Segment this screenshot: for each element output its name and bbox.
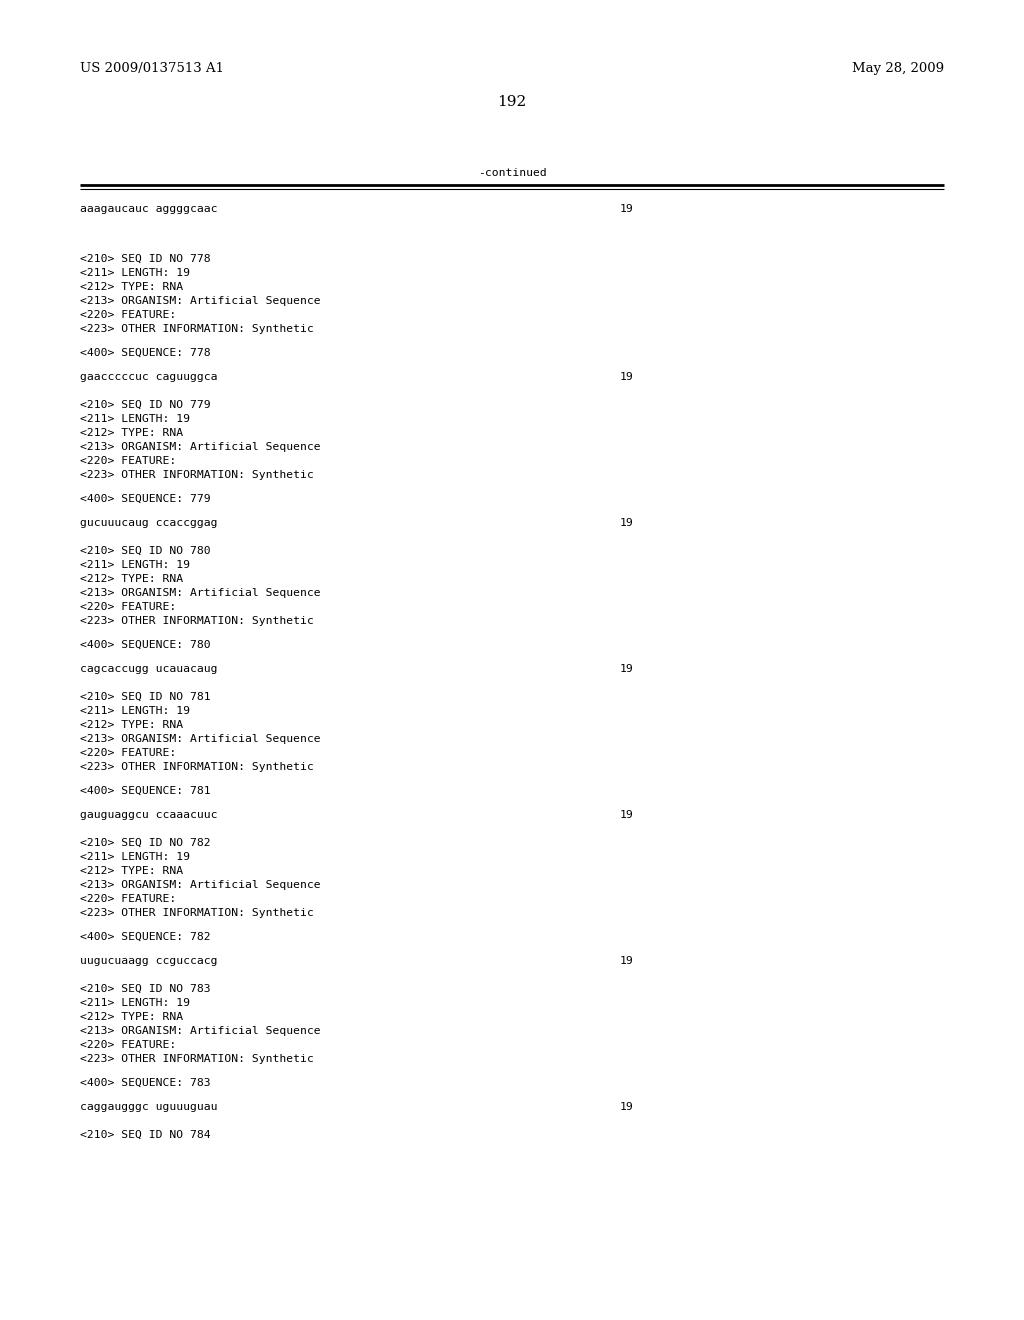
Text: aaagaucauc aggggcaac: aaagaucauc aggggcaac <box>80 205 217 214</box>
Text: US 2009/0137513 A1: US 2009/0137513 A1 <box>80 62 224 75</box>
Text: <400> SEQUENCE: 780: <400> SEQUENCE: 780 <box>80 640 211 649</box>
Text: gaacccccuc caguuggca: gaacccccuc caguuggca <box>80 372 217 381</box>
Text: <210> SEQ ID NO 784: <210> SEQ ID NO 784 <box>80 1130 211 1140</box>
Text: <223> OTHER INFORMATION: Synthetic: <223> OTHER INFORMATION: Synthetic <box>80 323 313 334</box>
Text: <210> SEQ ID NO 781: <210> SEQ ID NO 781 <box>80 692 211 702</box>
Text: <210> SEQ ID NO 780: <210> SEQ ID NO 780 <box>80 546 211 556</box>
Text: cagcaccugg ucauacaug: cagcaccugg ucauacaug <box>80 664 217 675</box>
Text: <213> ORGANISM: Artificial Sequence: <213> ORGANISM: Artificial Sequence <box>80 587 321 598</box>
Text: 192: 192 <box>498 95 526 110</box>
Text: <212> TYPE: RNA: <212> TYPE: RNA <box>80 428 183 438</box>
Text: <400> SEQUENCE: 781: <400> SEQUENCE: 781 <box>80 785 211 796</box>
Text: <220> FEATURE:: <220> FEATURE: <box>80 894 176 904</box>
Text: gauguaggcu ccaaacuuc: gauguaggcu ccaaacuuc <box>80 810 217 820</box>
Text: 19: 19 <box>620 956 634 966</box>
Text: <400> SEQUENCE: 778: <400> SEQUENCE: 778 <box>80 348 211 358</box>
Text: <210> SEQ ID NO 779: <210> SEQ ID NO 779 <box>80 400 211 411</box>
Text: <211> LENGTH: 19: <211> LENGTH: 19 <box>80 998 190 1008</box>
Text: gucuuucaug ccaccggag: gucuuucaug ccaccggag <box>80 517 217 528</box>
Text: <211> LENGTH: 19: <211> LENGTH: 19 <box>80 851 190 862</box>
Text: <220> FEATURE:: <220> FEATURE: <box>80 748 176 758</box>
Text: <213> ORGANISM: Artificial Sequence: <213> ORGANISM: Artificial Sequence <box>80 1026 321 1036</box>
Text: <220> FEATURE:: <220> FEATURE: <box>80 602 176 612</box>
Text: <220> FEATURE:: <220> FEATURE: <box>80 310 176 319</box>
Text: <223> OTHER INFORMATION: Synthetic: <223> OTHER INFORMATION: Synthetic <box>80 470 313 480</box>
Text: <223> OTHER INFORMATION: Synthetic: <223> OTHER INFORMATION: Synthetic <box>80 616 313 626</box>
Text: <220> FEATURE:: <220> FEATURE: <box>80 1040 176 1049</box>
Text: <213> ORGANISM: Artificial Sequence: <213> ORGANISM: Artificial Sequence <box>80 442 321 451</box>
Text: <210> SEQ ID NO 782: <210> SEQ ID NO 782 <box>80 838 211 847</box>
Text: <400> SEQUENCE: 783: <400> SEQUENCE: 783 <box>80 1078 211 1088</box>
Text: <211> LENGTH: 19: <211> LENGTH: 19 <box>80 560 190 570</box>
Text: <213> ORGANISM: Artificial Sequence: <213> ORGANISM: Artificial Sequence <box>80 880 321 890</box>
Text: uugucuaagg ccguccacg: uugucuaagg ccguccacg <box>80 956 217 966</box>
Text: -continued: -continued <box>477 168 547 178</box>
Text: May 28, 2009: May 28, 2009 <box>852 62 944 75</box>
Text: <223> OTHER INFORMATION: Synthetic: <223> OTHER INFORMATION: Synthetic <box>80 762 313 772</box>
Text: caggaugggc uguuuguau: caggaugggc uguuuguau <box>80 1102 217 1111</box>
Text: <211> LENGTH: 19: <211> LENGTH: 19 <box>80 706 190 715</box>
Text: <213> ORGANISM: Artificial Sequence: <213> ORGANISM: Artificial Sequence <box>80 734 321 744</box>
Text: <210> SEQ ID NO 783: <210> SEQ ID NO 783 <box>80 983 211 994</box>
Text: <223> OTHER INFORMATION: Synthetic: <223> OTHER INFORMATION: Synthetic <box>80 1053 313 1064</box>
Text: 19: 19 <box>620 810 634 820</box>
Text: <212> TYPE: RNA: <212> TYPE: RNA <box>80 1012 183 1022</box>
Text: 19: 19 <box>620 205 634 214</box>
Text: <212> TYPE: RNA: <212> TYPE: RNA <box>80 282 183 292</box>
Text: 19: 19 <box>620 372 634 381</box>
Text: <223> OTHER INFORMATION: Synthetic: <223> OTHER INFORMATION: Synthetic <box>80 908 313 917</box>
Text: <210> SEQ ID NO 778: <210> SEQ ID NO 778 <box>80 253 211 264</box>
Text: <211> LENGTH: 19: <211> LENGTH: 19 <box>80 414 190 424</box>
Text: <400> SEQUENCE: 779: <400> SEQUENCE: 779 <box>80 494 211 504</box>
Text: <211> LENGTH: 19: <211> LENGTH: 19 <box>80 268 190 279</box>
Text: <213> ORGANISM: Artificial Sequence: <213> ORGANISM: Artificial Sequence <box>80 296 321 306</box>
Text: 19: 19 <box>620 664 634 675</box>
Text: <212> TYPE: RNA: <212> TYPE: RNA <box>80 866 183 876</box>
Text: <400> SEQUENCE: 782: <400> SEQUENCE: 782 <box>80 932 211 942</box>
Text: 19: 19 <box>620 1102 634 1111</box>
Text: <220> FEATURE:: <220> FEATURE: <box>80 455 176 466</box>
Text: <212> TYPE: RNA: <212> TYPE: RNA <box>80 719 183 730</box>
Text: 19: 19 <box>620 517 634 528</box>
Text: <212> TYPE: RNA: <212> TYPE: RNA <box>80 574 183 583</box>
